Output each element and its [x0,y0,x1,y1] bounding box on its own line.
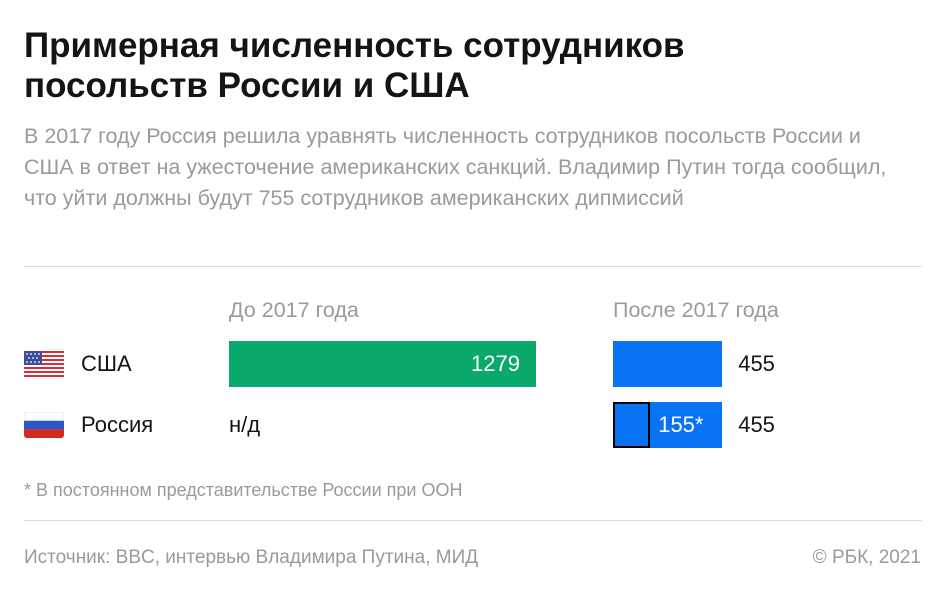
footnote: * В постоянном представительстве России … [24,480,463,500]
divider-top [24,266,922,267]
bar-russia-un-mission-label: 155* [658,412,704,437]
chart-title: Примерная численность сотрудников посоль… [24,26,924,106]
usa-flag-icon [24,351,64,377]
copyright-text: © РБК, 2021 [812,547,921,568]
column-header-before: До 2017 года [229,298,359,322]
bar-russia-after [613,402,723,448]
bar-russia-before-na: н/д [229,412,261,437]
title-line-1: Примерная численность сотрудников [24,26,685,65]
column-header-after: После 2017 года [613,298,779,322]
title-line-2: посольств России и США [24,66,470,105]
chart-subtitle: В 2017 году Россия решила уравнять числе… [24,124,887,210]
bar-russia-un-mission [613,402,651,448]
divider-bottom [24,520,922,521]
country-label-usa: США [81,351,132,376]
bar-russia-after-value: 455 [738,412,775,437]
russia-flag-icon [24,412,64,438]
bar-usa-before-label: 1279 [471,351,520,376]
source-text: Источник: BBC, интервью Владимира Путина… [24,547,479,568]
country-label-russia: Россия [81,412,154,437]
bar-usa-after [613,341,723,387]
bar-usa-after-value: 455 [738,351,775,376]
bar-usa-before [229,341,536,387]
